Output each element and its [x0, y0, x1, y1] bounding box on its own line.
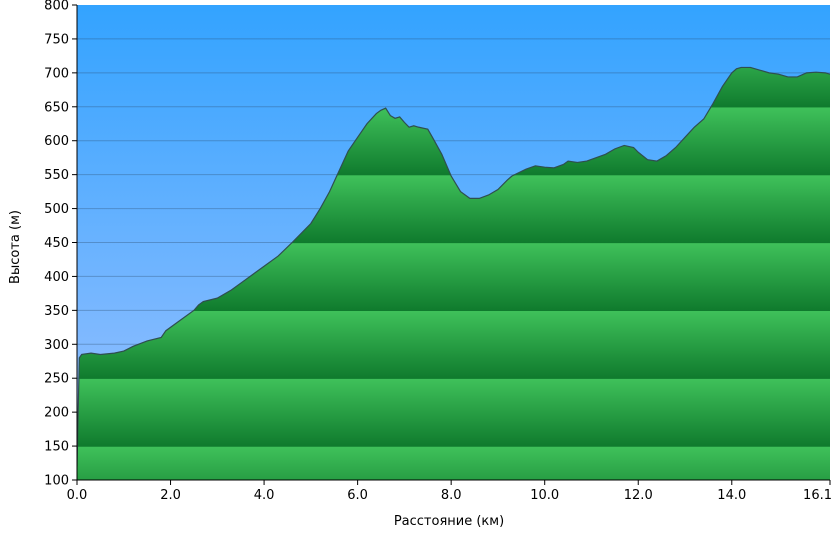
y-axis-ticks: 100 150 200 250 300 350 400 450 500 550 600 650 700 7… — [44, 0, 77, 489]
x-tick-label: 8.0 — [441, 488, 462, 503]
y-tick-label: 600 — [44, 134, 69, 149]
y-tick-label: 650 — [44, 100, 69, 115]
y-tick-label: 450 — [44, 236, 69, 251]
x-tick-label: 2.0 — [160, 488, 181, 503]
y-tick-label: 700 — [44, 66, 69, 81]
y-tick-label: 750 — [44, 32, 69, 47]
x-tick-label: 10.0 — [530, 488, 559, 503]
x-tick-label: 12.0 — [624, 488, 653, 503]
elevation-outline — [77, 66, 830, 467]
y-tick-label: 150 — [44, 440, 69, 455]
y-tick-label: 350 — [44, 304, 69, 319]
y-tick-label: 250 — [44, 372, 69, 387]
y-tick-label: 800 — [44, 0, 69, 14]
y-tick-label: 550 — [44, 168, 69, 183]
y-tick-label: 200 — [44, 406, 69, 421]
y-tick-label: 400 — [44, 270, 69, 285]
x-tick-label: 6.0 — [347, 488, 368, 503]
x-tick-label: 14.0 — [717, 488, 746, 503]
y-tick-label: 300 — [44, 338, 69, 353]
x-tick-label: 4.0 — [254, 488, 275, 503]
x-tick-label: 0.0 — [67, 488, 88, 503]
elevation-area — [77, 67, 830, 480]
y-axis-title: Высота (м) — [8, 210, 23, 284]
x-axis-ticks: 0.0 2.0 4.0 6.0 8.0 10.0 12.0 14.0 16.1 — [67, 480, 832, 503]
x-axis-title: Расстояние (км) — [394, 514, 504, 529]
y-tick-label: 500 — [44, 202, 69, 217]
x-tick-label: 16.1 — [803, 488, 832, 503]
y-tick-label: 100 — [44, 474, 69, 489]
